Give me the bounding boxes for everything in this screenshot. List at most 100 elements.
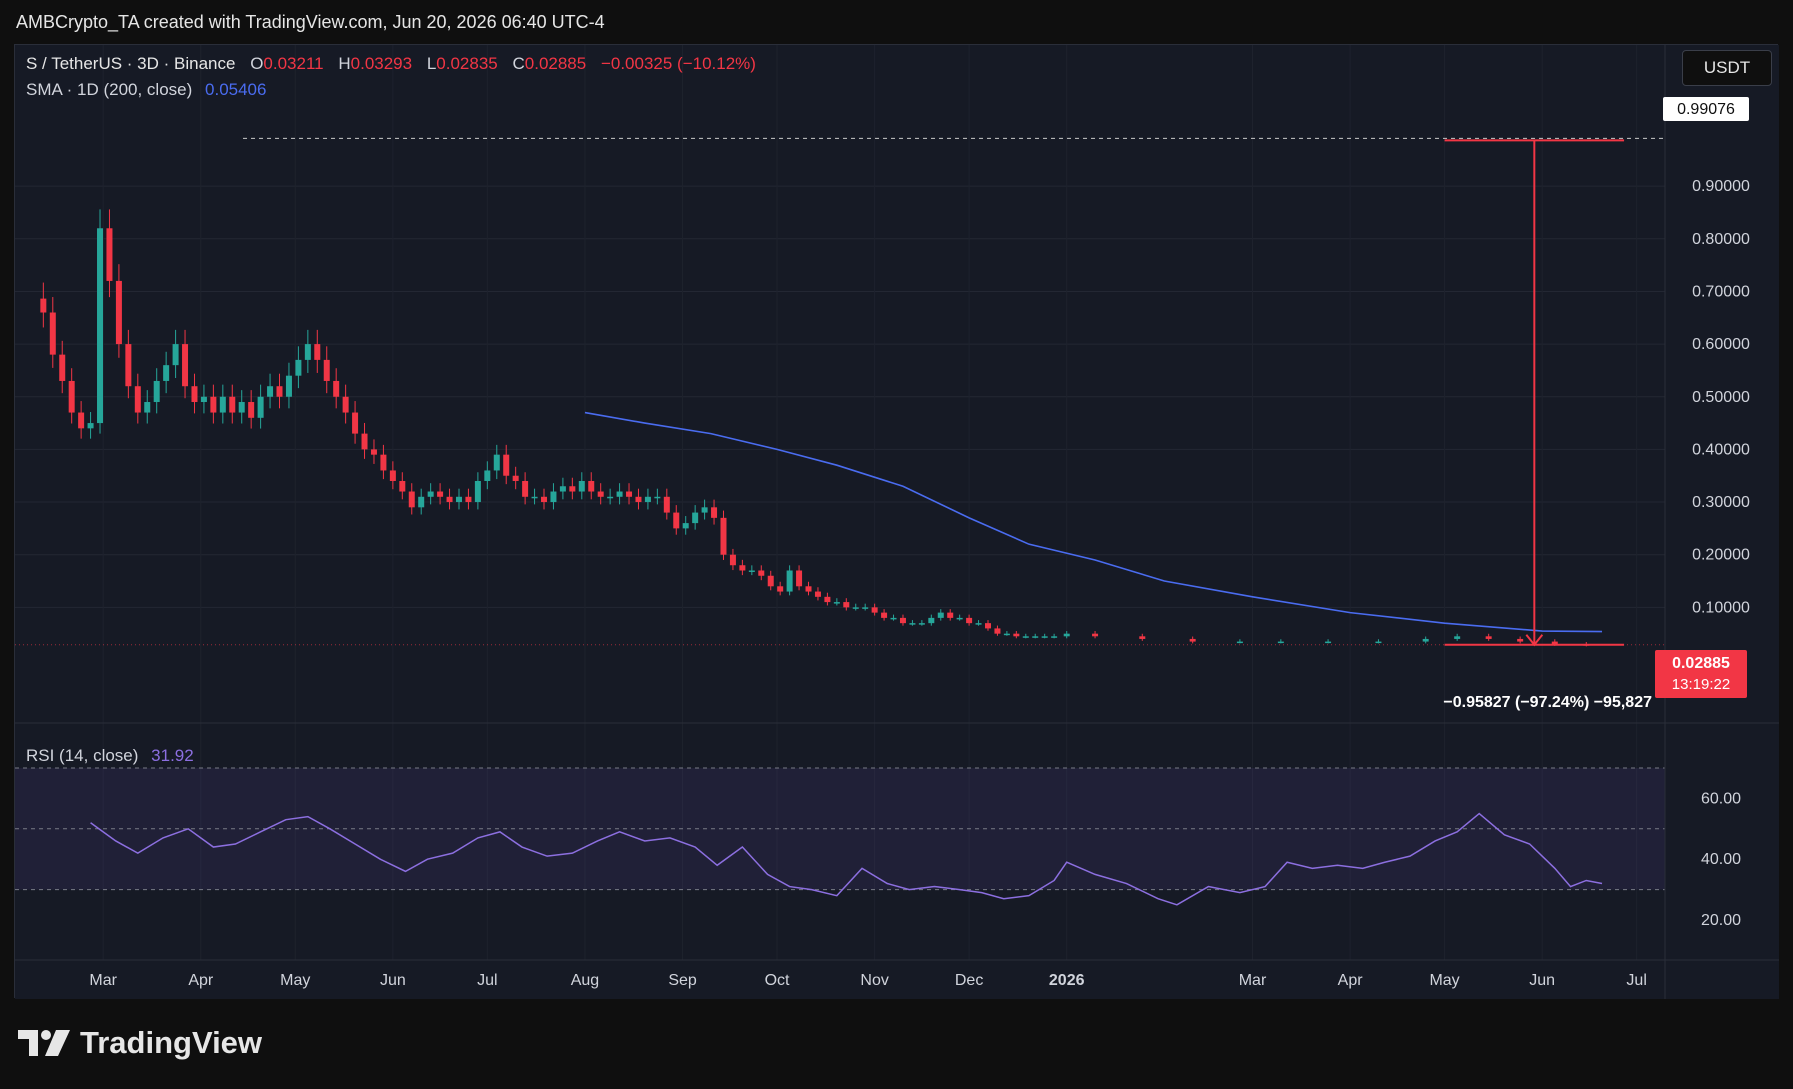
- candle-body: [361, 433, 368, 450]
- candle-body: [758, 570, 765, 576]
- last-price-value: 0.02885: [1672, 655, 1730, 672]
- candle-body: [701, 507, 708, 513]
- candle-body: [1277, 641, 1284, 644]
- measure-label: −0.95827 (−97.24%) −95,827: [1443, 694, 1652, 711]
- rsi-band: [15, 767, 1665, 891]
- candle-body: [437, 491, 444, 497]
- candle-body: [644, 496, 651, 503]
- price-tick-label: 0.20000: [1692, 547, 1750, 564]
- candle-body: [909, 623, 916, 625]
- candle-body: [134, 386, 141, 413]
- price-tick-label: 0.40000: [1692, 441, 1750, 458]
- last-price-box: [1655, 650, 1747, 698]
- tradingview-logo[interactable]: TradingView: [18, 1025, 262, 1061]
- candle-body: [1022, 636, 1029, 638]
- candle-body: [1236, 641, 1243, 644]
- symbol-label: S / TetherUS · 3D · Binance: [26, 54, 236, 73]
- grid-lines: [15, 45, 1665, 960]
- time-tick-label: Sep: [668, 972, 697, 989]
- candle-body: [248, 402, 255, 418]
- time-tick-label: Mar: [89, 972, 117, 989]
- candle-body: [767, 575, 774, 587]
- candle-body: [106, 228, 113, 281]
- time-tick-label: May: [1429, 972, 1459, 989]
- time-axis[interactable]: Mar Apr May Jun Jul Aug Sep Oct Nov Dec 2026 Mar Apr…: [89, 972, 1647, 989]
- candle-body: [314, 344, 321, 360]
- candle-body: [786, 570, 793, 592]
- candle-body: [522, 480, 529, 497]
- candle-body: [616, 491, 623, 497]
- candle-body: [408, 491, 415, 508]
- candle-body: [1454, 636, 1461, 639]
- candle-body: [928, 617, 935, 624]
- chart-frame[interactable]: 0.90000 0.80000 0.70000 0.60000 0.50000 0.400…: [14, 44, 1779, 999]
- time-tick-label: Jul: [477, 972, 497, 989]
- candle-body: [210, 396, 217, 413]
- candle-body: [370, 449, 377, 455]
- candle-body: [1139, 636, 1146, 639]
- candle-body: [342, 396, 349, 413]
- currency-unit-button[interactable]: USDT: [1682, 50, 1772, 86]
- price-tick-label: 0.50000: [1692, 389, 1750, 406]
- candle-body: [352, 412, 359, 434]
- candle-body: [1092, 633, 1099, 637]
- candle-body: [115, 280, 122, 345]
- rsi-label: RSI (14, close): [26, 746, 139, 765]
- candle-body: [966, 617, 973, 624]
- price-legend[interactable]: S / TetherUS · 3D · Binance O0.03211 H0.…: [26, 54, 760, 74]
- candle-body: [153, 380, 160, 403]
- candle-body: [843, 602, 850, 608]
- candle-body: [720, 517, 727, 555]
- candle-body: [947, 612, 954, 618]
- candle-body: [1189, 638, 1196, 642]
- high-label: H: [338, 54, 351, 73]
- change-value: −0.00325 (−10.12%): [600, 54, 756, 73]
- time-tick-label: Oct: [765, 972, 790, 989]
- candle-body: [814, 591, 821, 597]
- peak-label: 0.99076: [1677, 101, 1735, 118]
- chart-svg[interactable]: 0.90000 0.80000 0.70000 0.60000 0.50000 0.400…: [15, 45, 1779, 999]
- candle-body: [748, 570, 755, 572]
- candle-body: [824, 596, 831, 603]
- rsi-layer: [90, 812, 1603, 906]
- candle-body: [238, 402, 245, 413]
- time-tick-label: Jun: [1529, 972, 1555, 989]
- time-tick-label: Nov: [860, 972, 888, 989]
- candle-body: [446, 496, 453, 503]
- time-tick-label: 2026: [1049, 972, 1085, 989]
- candle-body: [276, 386, 283, 397]
- price-tick-label: 0.80000: [1692, 231, 1750, 248]
- candle-body: [1041, 636, 1048, 638]
- candle-body: [569, 486, 576, 492]
- candle-body: [1051, 636, 1058, 638]
- time-tick-label: Jun: [380, 972, 406, 989]
- candle-body: [531, 496, 538, 499]
- time-tick-label: May: [280, 972, 310, 989]
- candle-body: [285, 375, 292, 397]
- candle-body: [663, 496, 670, 513]
- candle-body: [295, 359, 302, 376]
- rsi-legend[interactable]: RSI (14, close) 31.92: [26, 746, 198, 766]
- candle-body: [1422, 638, 1429, 642]
- annotations-layer: [15, 137, 1665, 647]
- time-tick-label: Aug: [571, 972, 599, 989]
- attribution-header: AMBCrypto_TA created with TradingView.co…: [16, 12, 605, 32]
- candle-body: [512, 475, 519, 481]
- price-tick-label: 0.90000: [1692, 178, 1750, 195]
- open-value: 0.03211: [263, 54, 324, 73]
- candle-body: [1517, 638, 1524, 642]
- bar-countdown: 13:19:22: [1672, 676, 1730, 693]
- brand-name: TradingView: [80, 1025, 263, 1060]
- rsi-axis[interactable]: 60.00 40.00 20.00: [1701, 790, 1741, 929]
- price-axis[interactable]: 0.90000 0.80000 0.70000 0.60000 0.50000 0.400…: [1692, 178, 1750, 616]
- sma-legend[interactable]: SMA · 1D (200, close) 0.05406: [26, 80, 270, 100]
- candle-body: [777, 586, 784, 592]
- candle-body: [635, 496, 642, 503]
- candles-layer: [40, 209, 1590, 647]
- price-tick-label: 0.70000: [1692, 283, 1750, 300]
- low-value: 0.02835: [436, 54, 498, 73]
- candle-body: [87, 423, 94, 429]
- candle-body: [40, 298, 47, 313]
- rsi-line: [90, 812, 1603, 906]
- candle-body: [550, 491, 557, 503]
